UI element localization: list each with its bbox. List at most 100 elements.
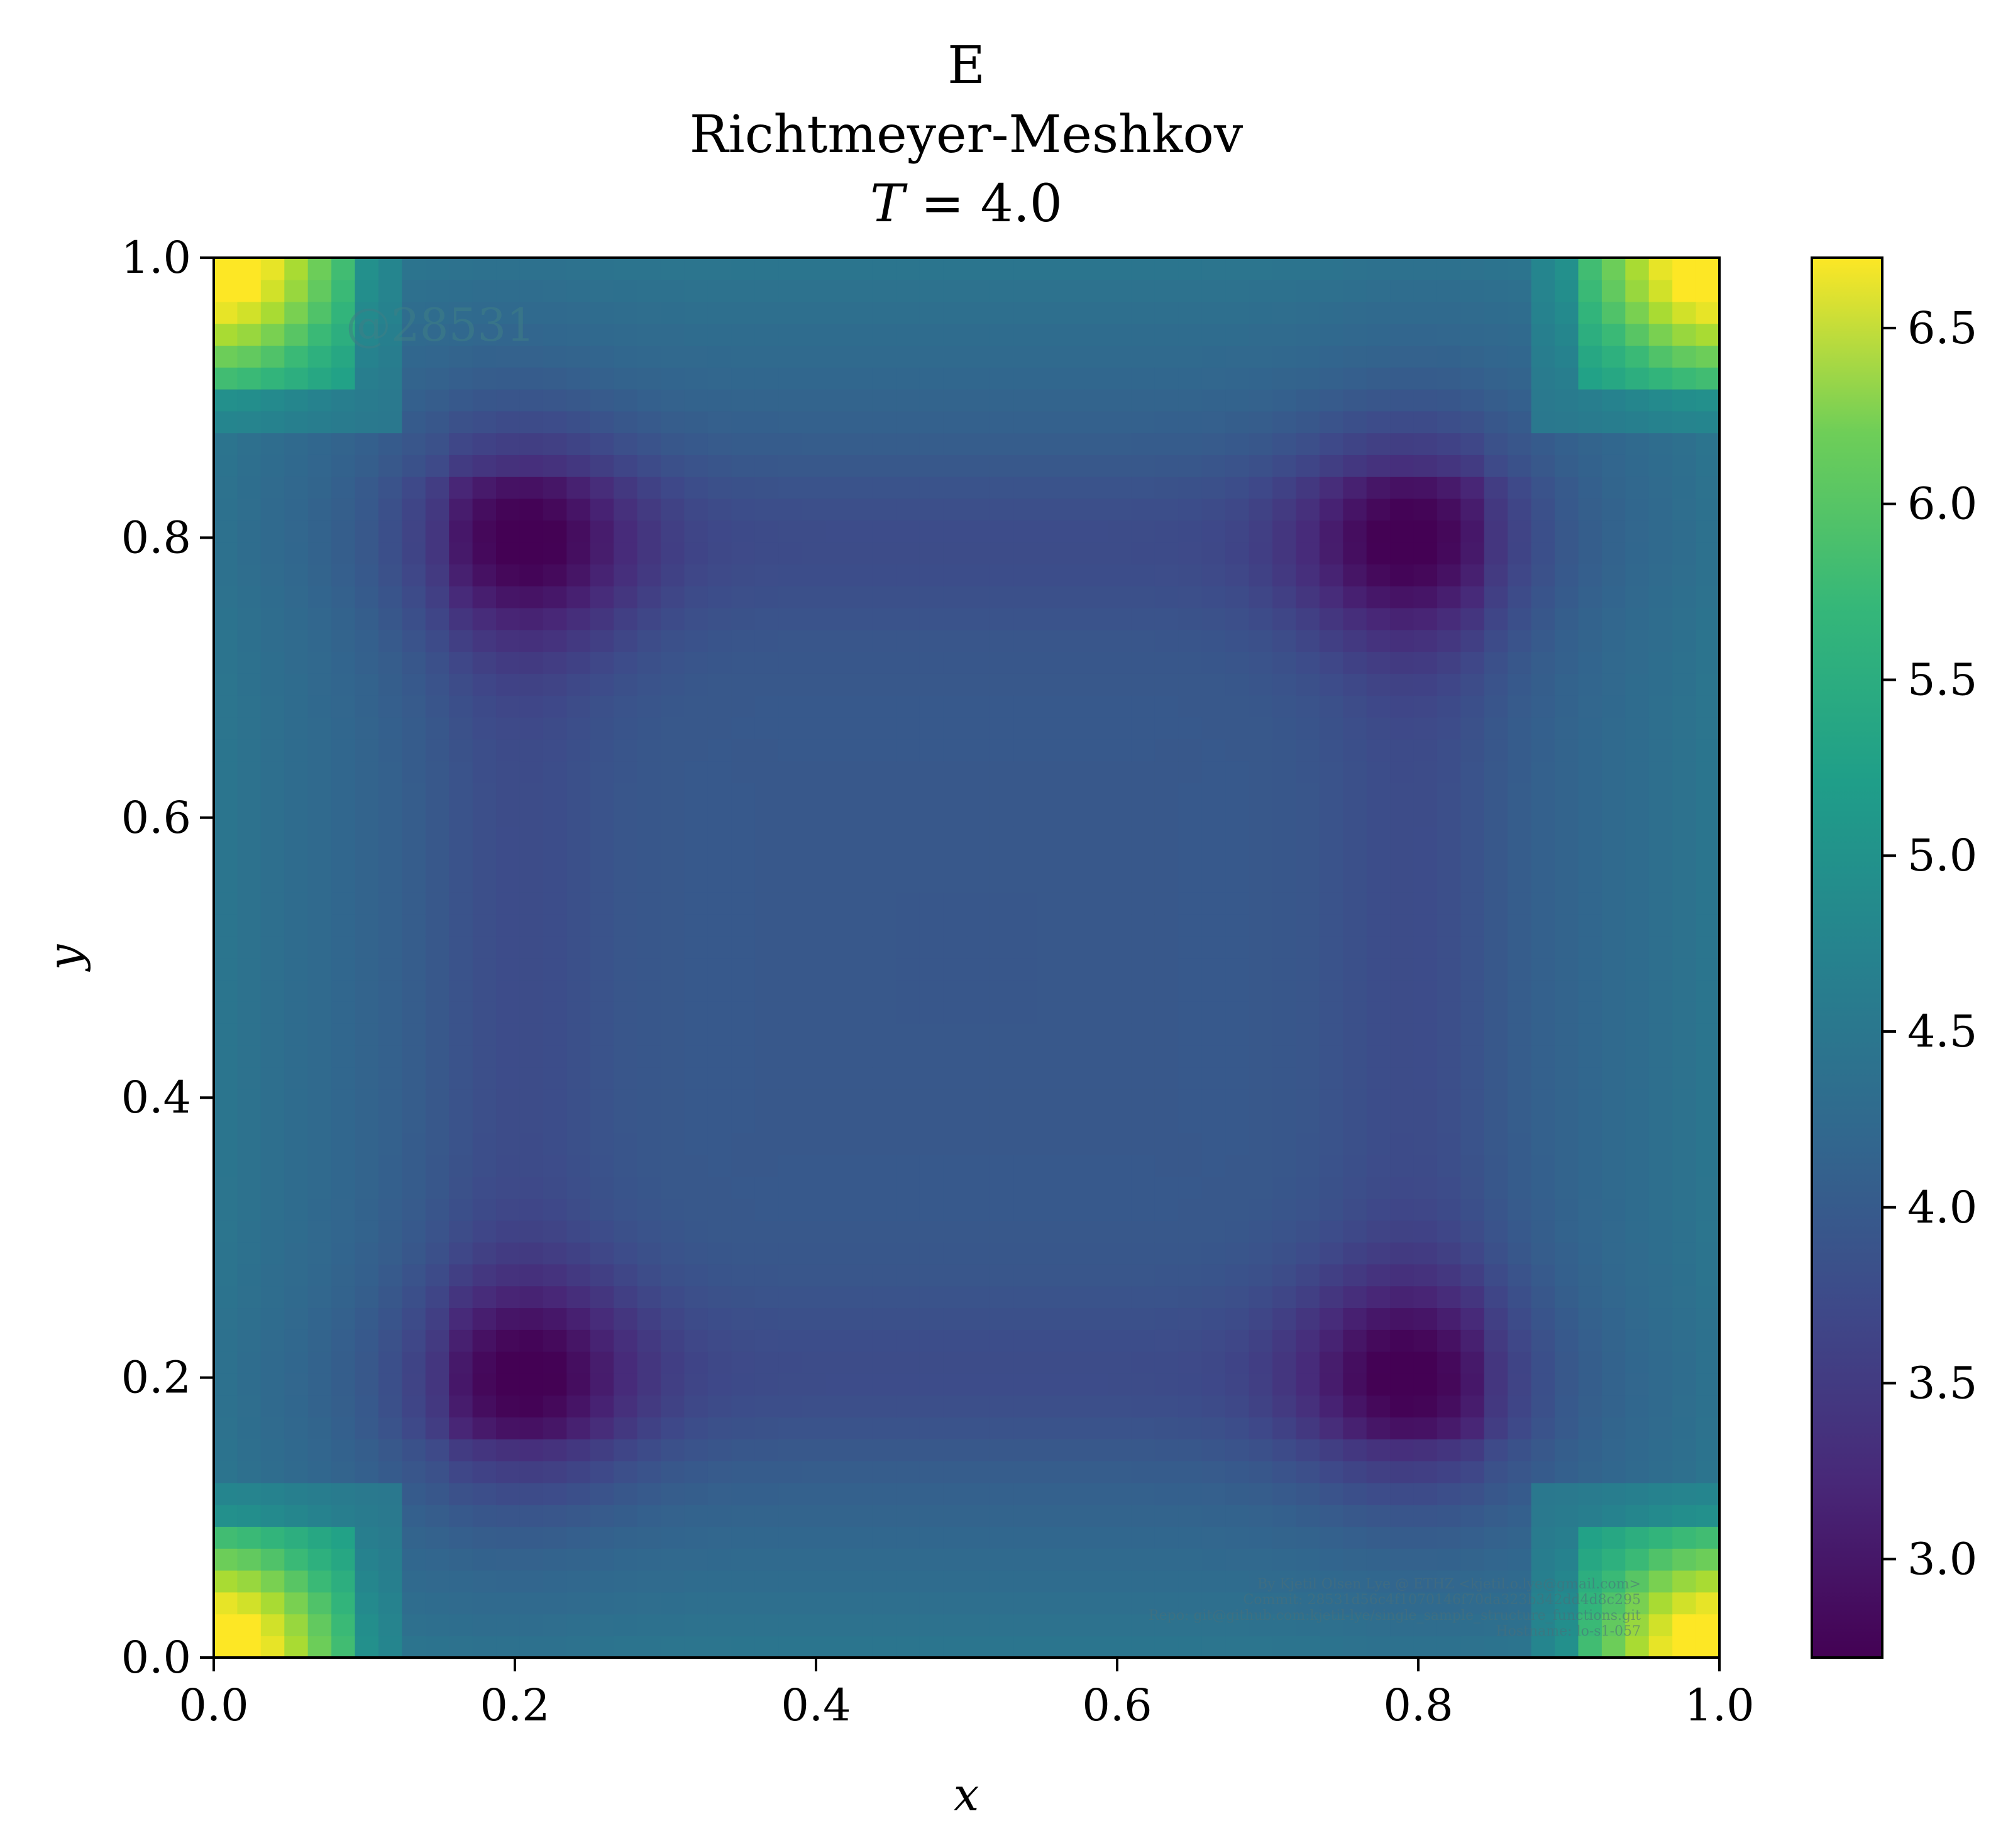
- heatmap-cell: [1413, 826, 1438, 849]
- heatmap-cell: [825, 1373, 850, 1396]
- heatmap-cell: [1061, 323, 1085, 346]
- heatmap-cell: [1390, 498, 1415, 521]
- heatmap-cell: [566, 717, 591, 740]
- heatmap-cell: [1154, 607, 1179, 630]
- heatmap-cell: [1625, 279, 1650, 302]
- heatmap-cell: [1084, 913, 1108, 937]
- heatmap-cell: [472, 957, 497, 981]
- heatmap-cell: [378, 1439, 403, 1461]
- heatmap-cell: [1178, 717, 1203, 740]
- heatmap-cell: [1648, 913, 1673, 937]
- heatmap-cell: [1343, 345, 1367, 368]
- heatmap-cell: [566, 1154, 591, 1177]
- heatmap-cell: [1178, 498, 1203, 521]
- heatmap-cell: [284, 1526, 309, 1549]
- heatmap-cell: [896, 1307, 920, 1330]
- heatmap-cell: [496, 1329, 521, 1352]
- heatmap-cell: [1178, 892, 1203, 915]
- heatmap-cell: [1343, 1067, 1367, 1090]
- heatmap-cell: [307, 717, 332, 740]
- heatmap-cell: [331, 913, 356, 937]
- heatmap-cell: [1413, 1045, 1438, 1068]
- heatmap-cell: [1178, 476, 1203, 499]
- heatmap-cell: [496, 1285, 521, 1309]
- heatmap-cell: [1037, 1023, 1061, 1046]
- heatmap-cell: [566, 1285, 591, 1309]
- heatmap-cell: [1272, 1329, 1297, 1352]
- heatmap-cell: [590, 1548, 614, 1571]
- heatmap-cell: [543, 1329, 568, 1352]
- heatmap-cell: [1601, 629, 1626, 652]
- heatmap-cell: [1508, 1307, 1532, 1330]
- heatmap-cell: [1272, 1198, 1297, 1221]
- heatmap-cell: [590, 1154, 614, 1177]
- heatmap-cell: [849, 1526, 873, 1549]
- heatmap-cell: [237, 1263, 262, 1287]
- heatmap-cell: [661, 826, 685, 849]
- heatmap-cell: [707, 301, 732, 324]
- heatmap-cell: [1531, 935, 1555, 959]
- heatmap-cell: [1249, 1351, 1273, 1374]
- heatmap-cell: [1366, 301, 1391, 324]
- heatmap-cell: [1108, 761, 1132, 783]
- heatmap-cell: [637, 1636, 661, 1658]
- heatmap-cell: [1508, 1439, 1532, 1461]
- heatmap-cell: [731, 870, 756, 893]
- heatmap-cell: [1108, 1067, 1132, 1090]
- heatmap-cell: [472, 388, 497, 412]
- heatmap-cell: [1272, 301, 1297, 324]
- heatmap-cell: [990, 826, 1015, 849]
- heatmap-cell: [990, 542, 1015, 564]
- heatmap-cell: [1061, 1176, 1085, 1199]
- heatmap-cell: [496, 651, 521, 674]
- heatmap-cell: [1390, 1570, 1415, 1593]
- heatmap-cell: [1672, 432, 1697, 455]
- heatmap-cell: [1272, 1023, 1297, 1046]
- heatmap-cell: [1437, 1504, 1462, 1527]
- heatmap-cell: [1296, 870, 1320, 893]
- heatmap-cell: [1154, 1526, 1179, 1549]
- heatmap-cell: [402, 279, 426, 302]
- heatmap-cell: [1555, 1089, 1579, 1111]
- heatmap-cell: [1296, 454, 1320, 477]
- heatmap-cell: [684, 323, 709, 346]
- heatmap-cell: [1484, 957, 1508, 981]
- heatmap-cell: [1296, 1263, 1320, 1287]
- heatmap-cell: [566, 1329, 591, 1352]
- heatmap-cell: [260, 410, 285, 434]
- heatmap-cell: [1390, 1023, 1415, 1046]
- heatmap-cell: [1648, 695, 1673, 718]
- heatmap-cell: [731, 826, 756, 849]
- heatmap-cell: [896, 1263, 920, 1287]
- heatmap-cell: [754, 695, 779, 718]
- heatmap-cell: [1249, 520, 1273, 543]
- heatmap-cell: [825, 892, 850, 915]
- heatmap-cell: [1578, 739, 1602, 762]
- heatmap-cell: [1578, 695, 1602, 718]
- heatmap-cell: [1296, 1373, 1320, 1396]
- heatmap-cell: [1108, 1307, 1132, 1330]
- heatmap-cell: [402, 1111, 426, 1133]
- heatmap-cell: [284, 1482, 309, 1505]
- heatmap-cell: [1555, 345, 1579, 368]
- heatmap-cell: [1249, 1548, 1273, 1571]
- heatmap-cell: [896, 1592, 920, 1615]
- colorbar-tick-label: 6.5: [1907, 302, 1977, 354]
- heatmap-cell: [449, 1307, 473, 1330]
- heatmap-cell: [1249, 1636, 1273, 1658]
- heatmap-cell: [1084, 826, 1108, 849]
- heatmap-cell: [872, 892, 897, 915]
- heatmap-cell: [966, 520, 991, 543]
- heatmap-cell: [1484, 498, 1508, 521]
- heatmap-cell: [1437, 717, 1462, 740]
- heatmap-cell: [1578, 1285, 1602, 1309]
- heatmap-cell: [1061, 258, 1085, 280]
- heatmap-cell: [402, 323, 426, 346]
- heatmap-cell: [1672, 913, 1697, 937]
- colorbar: [1811, 256, 1883, 1659]
- heatmap-cell: [849, 783, 873, 805]
- heatmap-cell: [684, 892, 709, 915]
- heatmap-cell: [637, 717, 661, 740]
- heatmap-cell: [1249, 1023, 1273, 1046]
- heatmap-cell: [566, 1460, 591, 1483]
